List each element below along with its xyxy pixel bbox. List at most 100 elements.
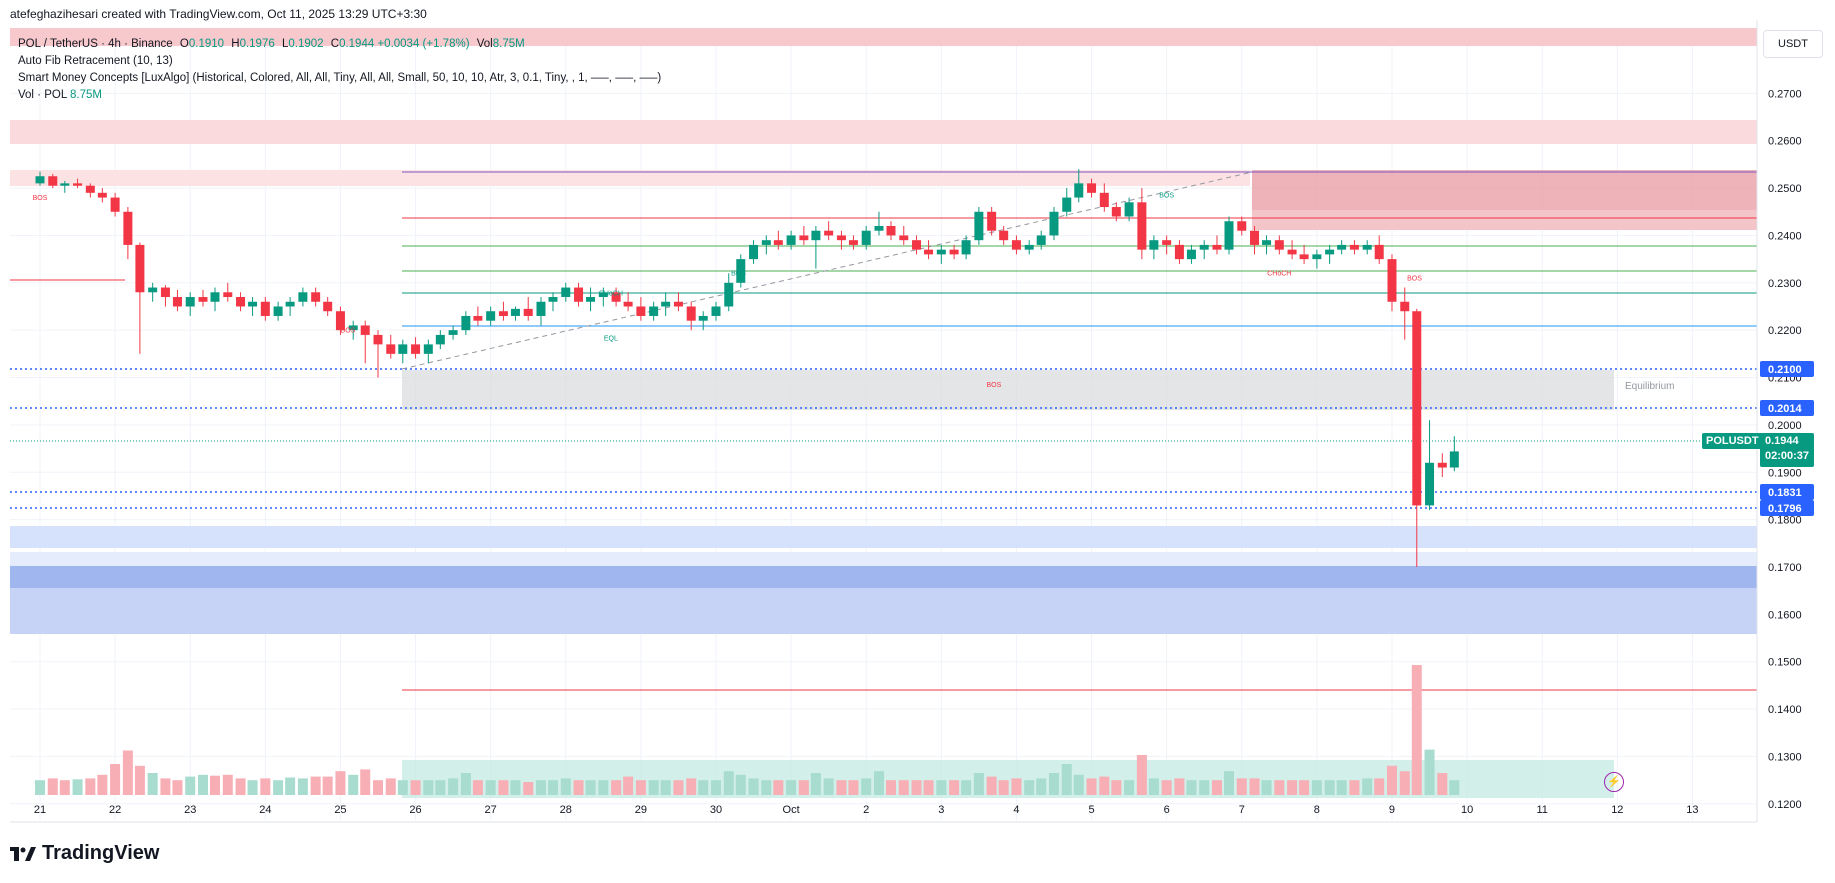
indicator-volume-value: 8.75M (70, 89, 102, 101)
candle-body-52 (686, 306, 696, 321)
price-tick-10: 0.1700 (1768, 562, 1802, 574)
candle-body-110 (1412, 311, 1422, 506)
candle-body-7 (123, 211, 133, 245)
volume-bar-81 (1048, 773, 1059, 795)
volume-bar-75 (973, 773, 984, 795)
chart-legend: POL / TetherUS · 4h · Binance O0.1910 H0… (18, 36, 661, 104)
candle-body-106 (1362, 244, 1372, 250)
volume-bar-91 (1174, 778, 1185, 795)
time-tick-11: 2 (863, 804, 869, 816)
time-tick-14: 5 (1088, 804, 1094, 816)
time-tick-20: 11 (1536, 804, 1547, 816)
symbol-name[interactable]: POL / TetherUS · 4h · Binance (18, 38, 173, 50)
candle-body-44 (586, 297, 596, 302)
candle-body-47 (623, 301, 633, 307)
volume-bar-73 (949, 780, 960, 795)
volume-bar-34 (460, 773, 471, 795)
annotation-5: BOS (987, 382, 1002, 389)
volume-bar-82 (1061, 764, 1072, 795)
volume-bar-26 (360, 769, 371, 795)
lightning-icon[interactable]: ⚡ (1604, 772, 1624, 792)
candle-body-21 (298, 292, 308, 302)
volume-bar-19 (273, 780, 284, 795)
price-tick-12: 0.1500 (1768, 657, 1802, 669)
candle-body-30 (411, 344, 421, 354)
volume-bar-88 (1136, 755, 1147, 795)
volume-bar-2 (59, 780, 70, 795)
candle-body-70 (912, 240, 922, 250)
volume-bar-53 (698, 780, 709, 795)
candle-body-91 (1174, 244, 1184, 260)
volume-label: Vol (476, 38, 493, 50)
price-tick-11: 0.1600 (1768, 609, 1802, 621)
volume-bar-99 (1274, 780, 1285, 795)
volume-bar-0 (35, 780, 45, 795)
demand-zone-1 (10, 526, 1757, 548)
candle-body-75 (974, 211, 984, 241)
price-tick-9: 0.1800 (1768, 515, 1802, 527)
volume-bar-7 (122, 750, 133, 795)
price-tick-13: 0.1400 (1768, 704, 1802, 716)
volume-bar-36 (485, 780, 496, 795)
volume-bar-23 (322, 776, 333, 795)
volume-bar-94 (1211, 780, 1222, 795)
time-tick-18: 9 (1389, 804, 1395, 816)
volume-bar-89 (1148, 778, 1159, 795)
candle-body-76 (987, 211, 997, 231)
supply-zone-right (1252, 170, 1757, 210)
candle-body-8 (135, 244, 145, 293)
price-tick-2: 0.2500 (1768, 183, 1802, 195)
candle-body-60 (786, 235, 796, 245)
tradingview-logo[interactable]: TradingView (10, 842, 159, 865)
volume-bar-37 (498, 780, 509, 795)
indicator-smc[interactable]: Smart Money Concepts [LuxAlgo] (Historic… (18, 72, 662, 84)
candle-body-113 (1449, 451, 1459, 468)
candle-body-9 (148, 287, 158, 293)
candle-body-33 (448, 330, 458, 335)
annotation-8: BOS (1407, 275, 1422, 282)
candle-body-10 (160, 287, 170, 298)
candle-body-45 (598, 292, 608, 298)
volume-bar-59 (773, 780, 784, 795)
candle-body-38 (510, 308, 520, 316)
volume-bar-103 (1324, 780, 1335, 795)
currency-button[interactable]: USDT (1763, 30, 1823, 58)
volume-bar-66 (861, 778, 872, 795)
supply-zone-top (10, 28, 1757, 46)
candle-body-37 (498, 311, 508, 316)
candle-body-36 (486, 311, 496, 321)
candle-body-96 (1237, 221, 1247, 231)
volume-bar-104 (1336, 780, 1347, 795)
volume-bar-57 (748, 778, 759, 795)
symbol-line[interactable]: POL / TetherUS · 4h · Binance O0.1910 H0… (18, 36, 661, 53)
candle-body-89 (1149, 240, 1159, 250)
volume-bar-95 (1223, 771, 1234, 795)
volume-bar-43 (573, 780, 584, 795)
volume-bar-44 (585, 780, 596, 795)
candle-body-74 (961, 240, 971, 255)
time-tick-19: 10 (1461, 804, 1473, 816)
volume-bar-60 (786, 780, 797, 795)
candle-body-31 (423, 344, 433, 354)
volume-bar-54 (710, 780, 721, 795)
indicator-volume[interactable]: Vol · POL 8.75M (18, 87, 661, 104)
volume-bar-16 (235, 778, 246, 795)
tradingview-wordmark: TradingView (42, 842, 160, 864)
indicator-fib[interactable]: Auto Fib Retracement (10, 13) (18, 55, 173, 67)
candle-body-40 (536, 301, 546, 316)
volume-bar-64 (836, 780, 847, 795)
annotation-2: CHoCH (599, 291, 623, 298)
time-tick-22: 13 (1686, 804, 1698, 816)
candle-body-42 (561, 287, 571, 298)
volume-bar-56 (735, 774, 746, 795)
candle-body-46 (611, 292, 621, 302)
candle-body-54 (711, 306, 721, 316)
volume-bar-58 (761, 780, 772, 795)
equilibrium-zone (402, 370, 1614, 410)
candle-body-58 (761, 240, 771, 245)
candle-body-16 (236, 297, 246, 307)
candle-body-88 (1137, 202, 1147, 250)
candle-body-20 (285, 301, 295, 307)
volume-bar-38 (510, 780, 521, 795)
